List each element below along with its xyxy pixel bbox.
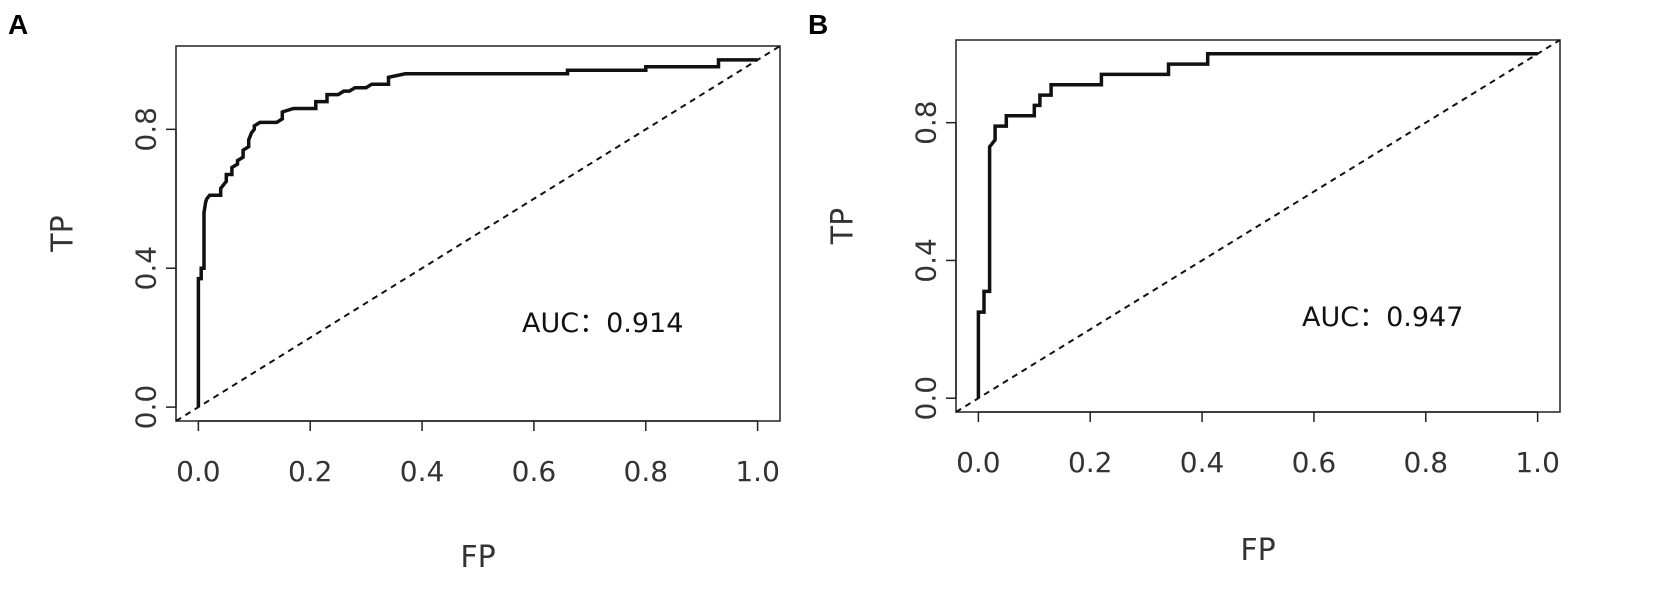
- x-tick-label: 1.0: [735, 455, 780, 488]
- panel-letter: A: [8, 9, 28, 40]
- x-tick-label: 1.0: [1515, 446, 1560, 479]
- roc-curve: [196, 58, 758, 408]
- diagonal-reference-line: [175, 45, 781, 422]
- x-tick-label: 0.8: [624, 455, 669, 488]
- diagonal-reference-line: [955, 39, 1561, 413]
- x-tick-label: 0.2: [1068, 446, 1113, 479]
- y-axis-label: TP: [826, 208, 861, 245]
- auc-annotation: AUC：0.947: [1302, 302, 1463, 333]
- x-tick-label: 0.8: [1404, 446, 1449, 479]
- x-tick-label: 0.2: [288, 455, 333, 488]
- y-axis-label: TP: [46, 215, 81, 252]
- y-tick-label: 0.8: [130, 107, 163, 152]
- y-tick-label: 0.4: [910, 238, 943, 283]
- auc-annotation: AUC：0.914: [522, 308, 683, 339]
- y-tick-label: 0.4: [130, 246, 163, 291]
- panel-b: B 0.0 0.2 0.4 0.6 0.8 1.0 0.0 0.4 0.8 FP TP AUC：0.94…: [808, 9, 1561, 568]
- x-tick-label: 0.0: [956, 446, 1001, 479]
- x-tick-label: 0.6: [1292, 446, 1337, 479]
- panel-letter: B: [808, 9, 828, 40]
- x-axis-label: FP: [1240, 533, 1275, 568]
- x-axis-label: FP: [460, 540, 495, 575]
- panel-a: A 0.0 0.2 0.4 0.6 0.8 1.0 0.0 0.4 0.8 FP TP AUC：0.91…: [8, 9, 781, 575]
- y-tick-label: 0.0: [910, 376, 943, 421]
- x-tick-label: 0.0: [176, 455, 221, 488]
- x-tick-label: 0.4: [1180, 446, 1225, 479]
- y-tick-label: 0.8: [910, 100, 943, 145]
- roc-curve: [976, 52, 1538, 399]
- y-tick-label: 0.0: [130, 385, 163, 430]
- x-tick-label: 0.4: [400, 455, 445, 488]
- x-tick-label: 0.6: [512, 455, 557, 488]
